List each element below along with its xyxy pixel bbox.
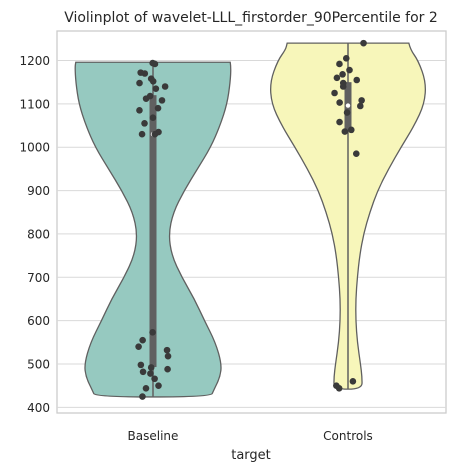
data-point xyxy=(139,393,146,400)
data-point xyxy=(360,39,367,47)
x-axis-label: target xyxy=(231,448,271,463)
x-tick-label-controls: Controls xyxy=(323,429,373,443)
data-point xyxy=(346,66,353,74)
data-point xyxy=(161,83,169,90)
y-tick-label: 1100 xyxy=(19,97,50,111)
data-point xyxy=(142,384,150,392)
data-point xyxy=(139,336,146,344)
data-point xyxy=(336,99,343,106)
data-point xyxy=(151,60,159,68)
data-point xyxy=(339,83,347,90)
data-point xyxy=(336,60,343,68)
y-tick-labels: 400 500 600 700 800 900 1000 1100 1200 xyxy=(19,54,50,415)
data-point xyxy=(335,384,343,392)
data-point xyxy=(142,95,150,102)
data-point xyxy=(347,126,355,134)
data-point xyxy=(358,97,365,104)
iqr-box-baseline xyxy=(149,95,157,368)
data-point xyxy=(138,130,146,138)
data-points xyxy=(135,39,367,400)
median-marker-controls xyxy=(345,103,351,108)
data-point xyxy=(147,370,154,377)
data-point xyxy=(339,71,346,78)
data-point xyxy=(135,343,142,350)
data-point xyxy=(333,74,341,82)
data-point xyxy=(353,76,361,84)
data-point xyxy=(341,128,349,135)
data-point xyxy=(139,368,147,376)
data-point xyxy=(149,114,157,122)
data-point xyxy=(164,352,172,360)
y-tick-label: 500 xyxy=(27,358,50,372)
data-point xyxy=(141,70,149,77)
data-point xyxy=(349,378,357,385)
data-point xyxy=(342,55,350,62)
chart-title: Violinplot of wavelet-LLL_firstorder_90P… xyxy=(64,10,438,26)
data-point xyxy=(352,150,360,158)
violins xyxy=(74,42,426,398)
data-point xyxy=(331,89,338,97)
y-tick-label: 1200 xyxy=(19,54,50,68)
y-tick-label: 400 xyxy=(27,401,50,415)
data-point xyxy=(151,375,158,383)
y-tick-label: 900 xyxy=(27,184,50,198)
data-point xyxy=(154,104,162,112)
data-point xyxy=(149,329,156,336)
data-point xyxy=(136,107,143,114)
data-point xyxy=(343,109,351,116)
data-point xyxy=(136,79,143,87)
data-point xyxy=(155,382,162,389)
data-point xyxy=(356,102,364,110)
data-point xyxy=(164,365,171,373)
data-point xyxy=(137,361,145,369)
y-tick-label: 700 xyxy=(27,271,50,285)
data-point xyxy=(151,130,159,138)
data-point xyxy=(147,364,155,371)
data-point xyxy=(163,346,171,354)
data-point xyxy=(158,97,166,104)
data-point xyxy=(141,120,148,127)
data-point xyxy=(152,85,160,92)
y-tick-label: 1000 xyxy=(19,141,50,155)
x-tick-label-baseline: Baseline xyxy=(128,429,179,443)
data-point xyxy=(149,77,157,85)
data-point xyxy=(336,118,343,126)
y-tick-label: 800 xyxy=(27,227,50,241)
x-tick-labels: Baseline Controls xyxy=(128,429,373,443)
y-tick-label: 600 xyxy=(27,314,50,328)
